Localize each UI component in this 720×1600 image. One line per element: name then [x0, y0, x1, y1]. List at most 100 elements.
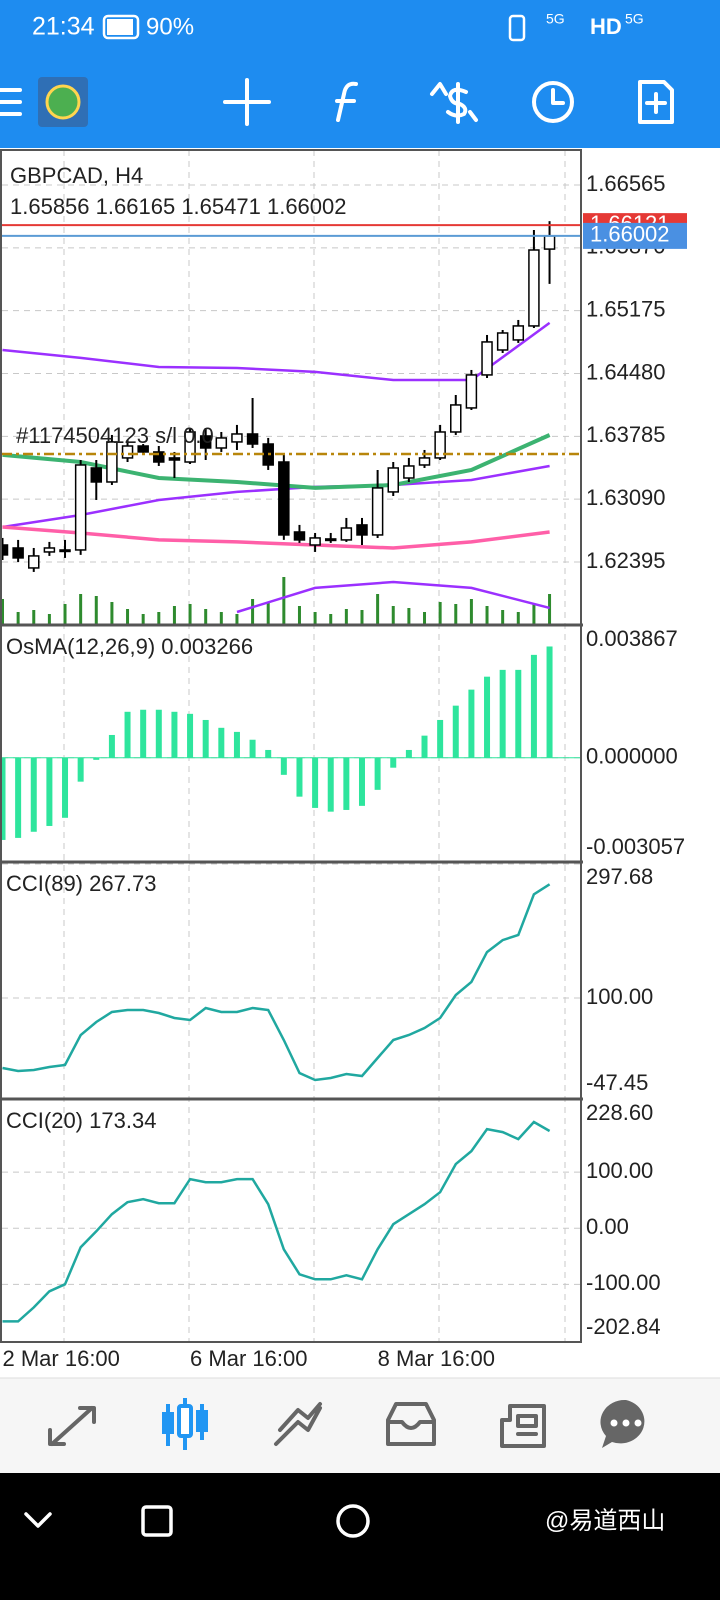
osma-bar: [374, 757, 381, 790]
trade-button[interactable]: [430, 82, 478, 124]
close-value: 1.66002: [267, 194, 347, 219]
y-tick-label: 1.63785: [586, 422, 666, 447]
watermark: @易道西山: [545, 1507, 665, 1534]
osma-bar: [452, 705, 459, 758]
quotes-tab[interactable]: [48, 1406, 96, 1446]
chat-dot: [634, 1419, 642, 1427]
osma-bar: [0, 757, 6, 840]
period-button[interactable]: [532, 81, 574, 123]
osma-bar: [108, 734, 115, 758]
system-back[interactable]: [24, 1512, 52, 1528]
volume-bar: [297, 606, 301, 624]
candle-body: [387, 467, 399, 493]
volume-bar: [219, 612, 223, 624]
osma-bar: [515, 669, 522, 758]
osma-bar: [155, 709, 162, 758]
osma-bar: [546, 646, 553, 758]
candle-body: [0, 544, 9, 556]
osma-bar: [249, 739, 256, 758]
candle-body: [434, 431, 446, 459]
volume-bar: [485, 606, 489, 624]
order-label: #1174504123 s/l 0.0: [16, 423, 214, 448]
candle-body: [512, 325, 525, 341]
volume-bar: [172, 606, 176, 624]
history-tab[interactable]: [386, 1402, 436, 1446]
volume-bar: [235, 614, 239, 624]
volume-bar: [1, 599, 4, 624]
volume-bar: [16, 612, 20, 624]
volume-bar: [141, 614, 145, 624]
candle-body: [137, 445, 149, 453]
candle-body: [496, 332, 509, 351]
bottom-nav-bg: [0, 1378, 720, 1473]
crosshair-button[interactable]: [223, 78, 271, 126]
volume-bar: [47, 614, 51, 624]
y-tick-label: 0.003867: [586, 626, 678, 651]
candle-body: [528, 249, 540, 327]
system-recents[interactable]: [141, 1505, 173, 1537]
menu-button[interactable]: [0, 88, 22, 116]
y-tick-label: 1.64480: [586, 359, 666, 384]
osma-bar: [280, 757, 287, 775]
volume-bar: [157, 612, 161, 624]
cci-name: CCI(89): [6, 871, 83, 896]
chat-dot: [610, 1419, 618, 1427]
battery-icon: [102, 14, 140, 40]
osma-bar: [187, 713, 194, 758]
template-button[interactable]: [638, 80, 674, 124]
volume-bar: [329, 614, 333, 624]
open-value: 1.65856: [10, 194, 90, 219]
osma-bar: [93, 757, 100, 760]
volume-bar: [344, 609, 348, 624]
osma-bar: [77, 757, 84, 782]
candle-body: [324, 538, 337, 542]
bid-tag: [583, 222, 687, 249]
candle-body: [450, 404, 462, 433]
osma-bar: [124, 711, 131, 758]
candle-body: [43, 547, 56, 553]
volume-bar: [32, 610, 36, 624]
indicator-line: [2, 321, 551, 382]
cci-line: [2, 1120, 551, 1323]
indicator-line: [2, 525, 550, 550]
candle-body: [153, 451, 165, 463]
volume-bar: [282, 577, 286, 624]
signal-label: 5G: [546, 11, 565, 27]
y-tick-label: 1.63090: [586, 485, 666, 510]
volume-bar: [438, 602, 442, 624]
candle-body: [246, 433, 259, 445]
candle-body: [90, 467, 103, 483]
symbol-label: GBPCAD, H4: [10, 163, 143, 188]
y-tick-label: 1.62395: [586, 548, 666, 573]
osma-bar: [530, 654, 537, 758]
indicator-button[interactable]: [335, 81, 358, 122]
candle-body: [28, 555, 40, 569]
volume-bar: [516, 612, 520, 624]
y-tick-label: -100.00: [586, 1270, 661, 1295]
osma-bar: [30, 757, 37, 832]
osma-bar: [437, 719, 444, 758]
system-nav-bg: [0, 1473, 720, 1600]
osma-bar: [484, 676, 491, 758]
volume-bar: [204, 609, 208, 624]
osma-bar: [312, 757, 319, 808]
volume-bar: [501, 610, 505, 624]
candle-body: [340, 527, 353, 541]
status-time: 21:34: [32, 13, 95, 41]
low-value: 1.65471: [181, 194, 261, 219]
system-home[interactable]: [336, 1504, 370, 1538]
candle-body: [59, 549, 71, 553]
cci-line: [2, 883, 551, 1082]
indicator-line: [236, 580, 550, 614]
news-tab[interactable]: [500, 1404, 546, 1448]
volume-bar: [63, 604, 67, 624]
high-value: 1.66165: [96, 194, 176, 219]
y-tick-label: 100.00: [586, 1158, 653, 1183]
chart-tab[interactable]: [162, 1398, 208, 1450]
chat-tab[interactable]: [600, 1399, 645, 1448]
y-tick-label: 0.000000: [586, 744, 678, 769]
volume-bar: [391, 606, 395, 624]
volume-bar: [360, 610, 364, 624]
trade-tab[interactable]: [274, 1402, 322, 1446]
osma-bar: [468, 689, 475, 758]
